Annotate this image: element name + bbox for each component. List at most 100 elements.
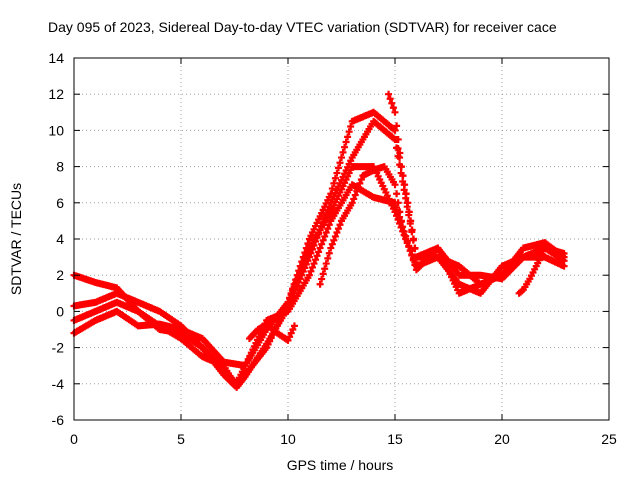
data-point — [307, 267, 315, 275]
data-point — [333, 169, 341, 177]
data-point — [411, 244, 419, 252]
data-point — [305, 271, 313, 279]
data-point — [296, 267, 304, 275]
data-point — [327, 190, 335, 198]
data-point — [405, 208, 413, 216]
series-track-4 — [70, 181, 568, 370]
data-points — [70, 90, 568, 391]
data-point — [315, 248, 323, 256]
data-point — [298, 263, 306, 271]
data-point — [348, 199, 356, 207]
data-point — [401, 181, 409, 189]
data-point — [344, 133, 352, 141]
data-point — [324, 225, 332, 233]
grid-lines — [74, 58, 609, 420]
data-point — [330, 179, 338, 187]
data-point — [394, 199, 402, 207]
data-point — [410, 235, 418, 243]
data-point — [293, 275, 301, 283]
data-point — [316, 244, 324, 252]
data-point — [304, 248, 312, 256]
data-point — [333, 229, 341, 237]
data-point — [388, 99, 396, 107]
y-tick-label: 8 — [56, 159, 64, 175]
series-track-8 — [515, 244, 549, 297]
data-point — [345, 128, 353, 136]
data-point — [397, 217, 405, 225]
data-point — [351, 191, 359, 199]
data-point — [408, 226, 416, 234]
data-point — [334, 164, 342, 172]
data-point — [394, 135, 402, 143]
data-point — [290, 283, 298, 291]
data-point — [287, 291, 295, 299]
data-point — [386, 95, 394, 103]
data-point — [350, 195, 358, 203]
data-point — [336, 221, 344, 229]
data-point — [396, 208, 404, 216]
data-point — [319, 270, 327, 278]
data-point — [322, 229, 330, 237]
y-tick-label: -6 — [52, 412, 65, 428]
y-tick-label: 4 — [56, 231, 64, 247]
x-axis-label: GPS time / hours — [287, 457, 394, 473]
data-point — [338, 154, 345, 162]
x-tick-label: 20 — [494, 431, 510, 447]
data-point — [391, 181, 399, 189]
data-point — [334, 225, 342, 233]
data-point — [301, 256, 309, 264]
y-tick-label: -2 — [52, 340, 65, 356]
y-tick-label: -4 — [52, 376, 65, 392]
data-point — [316, 280, 324, 288]
y-tick-label: 2 — [56, 267, 64, 283]
data-point — [389, 104, 397, 112]
data-point — [339, 148, 347, 156]
x-tick-label: 5 — [177, 431, 185, 447]
y-axis-label: SDTVAR / TECUs — [8, 183, 24, 295]
data-point — [356, 179, 364, 187]
data-point — [299, 260, 307, 268]
data-point — [391, 126, 399, 134]
data-point — [289, 287, 297, 295]
data-point — [328, 185, 336, 193]
x-tick-label: 15 — [387, 431, 403, 447]
data-point — [324, 254, 332, 262]
y-tick-label: 10 — [48, 122, 64, 138]
x-tick-label: 10 — [280, 431, 296, 447]
data-point — [399, 223, 407, 231]
data-point — [336, 159, 344, 167]
data-point — [284, 298, 292, 306]
data-point — [403, 237, 411, 245]
data-point — [322, 260, 330, 268]
data-point — [284, 336, 292, 344]
data-point — [560, 262, 568, 270]
x-tick-label: 25 — [601, 431, 617, 447]
data-point — [393, 204, 401, 212]
axis-ticks: 0 5 10 15 20 25 -6 -4 -2 0 2 4 6 8 10 12 14 — [48, 50, 617, 447]
series-track-5 — [245, 320, 298, 344]
data-point — [404, 199, 412, 207]
data-point — [394, 145, 402, 152]
data-point — [412, 253, 420, 261]
data-point — [325, 221, 333, 229]
data-point — [318, 275, 326, 283]
data-point — [407, 217, 415, 225]
data-point — [396, 149, 404, 157]
series-track-6 — [316, 163, 405, 288]
data-point — [321, 232, 329, 240]
y-tick-label: 12 — [48, 86, 64, 102]
series-track-7 — [385, 90, 420, 261]
data-point — [402, 190, 410, 198]
data-point — [402, 232, 410, 240]
data-point — [408, 251, 416, 259]
series-track-3 — [70, 163, 568, 388]
data-point — [290, 322, 298, 330]
x-tick-label: 0 — [70, 431, 78, 447]
y-tick-label: 6 — [56, 195, 64, 211]
data-point — [541, 244, 549, 252]
data-point — [397, 163, 405, 171]
data-point — [400, 228, 408, 236]
data-point — [312, 256, 320, 264]
data-point — [286, 294, 294, 302]
